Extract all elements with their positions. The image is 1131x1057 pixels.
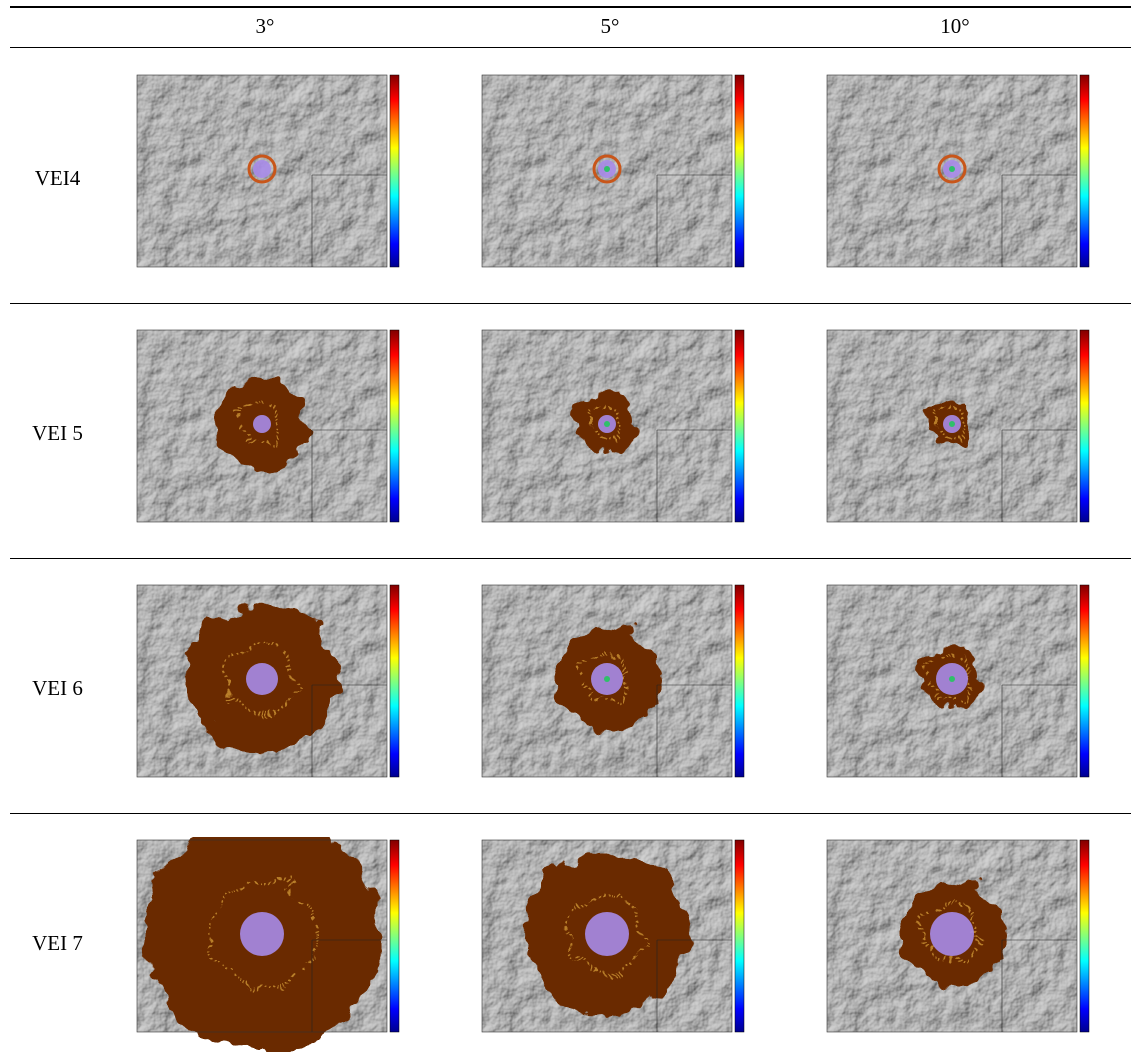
simulation-map xyxy=(467,327,752,542)
map-plot xyxy=(812,327,1097,542)
colorbar xyxy=(735,840,744,1032)
map-plot xyxy=(812,72,1097,287)
colorbar xyxy=(390,840,399,1032)
simulation-map xyxy=(122,582,407,797)
map-plot xyxy=(122,582,407,797)
vent-zone xyxy=(253,160,271,178)
simulation-map xyxy=(122,72,407,287)
map-plot xyxy=(122,837,407,1052)
column-header: 5° xyxy=(550,14,670,39)
colorbar xyxy=(390,585,399,777)
colorbar xyxy=(1080,330,1089,522)
row-label: VEI 7 xyxy=(0,931,115,956)
simulation-map xyxy=(122,837,407,1052)
row-rule xyxy=(10,303,1131,304)
colorbar xyxy=(1080,840,1089,1032)
simulation-map xyxy=(812,837,1097,1052)
map-plot xyxy=(467,72,752,287)
colorbar xyxy=(390,330,399,522)
page: {"table": {"header": ["3°", "5°", "10°"]… xyxy=(0,0,1131,1050)
vent xyxy=(949,676,955,682)
row-label: VEI 6 xyxy=(0,676,115,701)
colorbar xyxy=(735,75,744,267)
vent xyxy=(604,676,610,682)
vent xyxy=(604,421,610,427)
row-label: VEI 5 xyxy=(0,421,115,446)
simulation-map xyxy=(122,327,407,542)
map-plot xyxy=(467,582,752,797)
column-header: 10° xyxy=(895,14,1015,39)
header-rule xyxy=(10,47,1131,48)
vent-zone xyxy=(930,912,974,956)
simulation-map xyxy=(467,582,752,797)
row-rule xyxy=(10,558,1131,559)
vent-zone xyxy=(240,912,284,956)
vent-zone xyxy=(253,415,271,433)
colorbar xyxy=(1080,585,1089,777)
vent xyxy=(949,421,955,427)
map-plot xyxy=(467,327,752,542)
map-plot xyxy=(467,837,752,1052)
simulation-map xyxy=(812,72,1097,287)
colorbar xyxy=(735,585,744,777)
simulation-map xyxy=(812,582,1097,797)
map-plot xyxy=(812,837,1097,1052)
map-plot xyxy=(122,327,407,542)
simulation-map xyxy=(467,72,752,287)
vent-zone xyxy=(246,663,278,695)
simulation-map xyxy=(812,327,1097,542)
simulation-map xyxy=(467,837,752,1052)
vent-zone xyxy=(585,912,629,956)
row-rule xyxy=(10,813,1131,814)
vent xyxy=(604,166,610,172)
column-header: 3° xyxy=(205,14,325,39)
vent xyxy=(949,166,955,172)
row-label: VEI4 xyxy=(0,166,115,191)
colorbar xyxy=(1080,75,1089,267)
colorbar xyxy=(735,330,744,522)
top-rule xyxy=(10,6,1131,8)
map-plot xyxy=(812,582,1097,797)
map-plot xyxy=(122,72,407,287)
colorbar xyxy=(390,75,399,267)
